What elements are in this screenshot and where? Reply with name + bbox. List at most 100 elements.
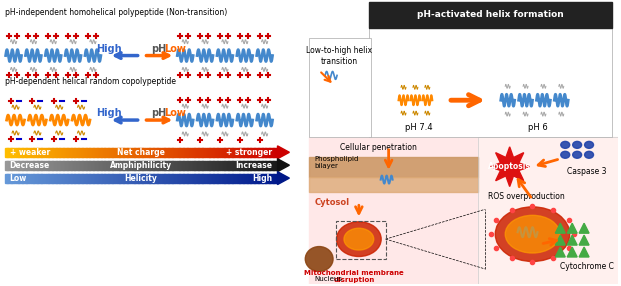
Bar [11,161,13,170]
Bar [68,161,69,170]
Bar [230,161,232,170]
Bar [86,161,88,170]
Bar [272,174,274,182]
Bar [186,161,188,170]
Bar [59,174,61,182]
Bar [18,174,20,182]
Bar [186,174,188,182]
Bar [135,161,137,170]
Bar [125,148,126,157]
Bar [229,174,230,182]
Bar [260,148,261,157]
Bar [223,161,225,170]
Bar [117,161,118,170]
Text: Decrease: Decrease [9,161,50,170]
Bar [112,161,114,170]
Bar [188,148,189,157]
Bar [92,174,94,182]
Bar [17,161,19,170]
Bar [238,161,240,170]
Bar [83,161,84,170]
Bar [265,174,267,182]
Bar [152,174,153,182]
Bar [309,38,371,137]
Bar [129,174,130,182]
Bar [207,161,208,170]
Bar [96,148,97,157]
Bar [86,174,88,182]
Bar [227,174,229,182]
Bar [183,148,185,157]
Bar [9,148,11,157]
Bar [114,148,116,157]
Bar [174,161,176,170]
Bar [147,174,148,182]
Bar [274,174,276,182]
Bar [237,161,238,170]
Bar [176,148,178,157]
Bar [88,174,89,182]
Bar [92,161,94,170]
Bar [144,148,145,157]
Ellipse shape [337,222,381,257]
Bar [239,148,241,157]
Bar [208,161,209,170]
Bar [57,161,58,170]
Bar [124,174,125,182]
Bar [258,148,260,157]
Bar [149,148,151,157]
Bar [168,148,170,157]
Bar [161,161,163,170]
Bar [167,174,169,182]
Bar [234,161,235,170]
Bar [256,161,257,170]
Bar [270,148,271,157]
Text: Low: Low [165,43,186,53]
Bar [75,174,76,182]
Bar [167,161,169,170]
Bar [256,148,257,157]
Bar [89,148,91,157]
Bar [110,161,111,170]
Bar [137,174,138,182]
Bar [107,174,109,182]
Text: Cytosol: Cytosol [314,198,350,207]
Bar [235,174,237,182]
Bar [133,161,135,170]
Polygon shape [579,247,589,257]
Bar [231,148,233,157]
Bar [127,174,129,182]
Bar [106,174,107,182]
Bar [45,161,47,170]
Bar [156,148,158,157]
Bar [194,161,196,170]
Bar [94,174,96,182]
Ellipse shape [496,207,569,261]
Bar [7,148,9,157]
Bar [85,148,87,157]
Text: pH 7.4: pH 7.4 [404,123,432,132]
Bar [89,161,91,170]
Bar [44,174,46,182]
Bar [145,148,147,157]
Bar [191,174,193,182]
Bar [134,174,136,182]
Bar [99,161,101,170]
Bar [268,174,270,182]
Bar [57,174,58,182]
Bar [189,161,191,170]
Bar [18,148,20,157]
Bar [153,148,155,157]
Bar [257,174,259,182]
Bar [81,174,83,182]
Bar [24,161,25,170]
Bar [190,161,192,170]
Bar [137,161,138,170]
Bar [47,161,48,170]
Bar [253,161,255,170]
Bar [13,148,14,157]
Bar [184,174,186,182]
Bar [48,174,50,182]
Bar [24,174,25,182]
Bar [175,174,177,182]
